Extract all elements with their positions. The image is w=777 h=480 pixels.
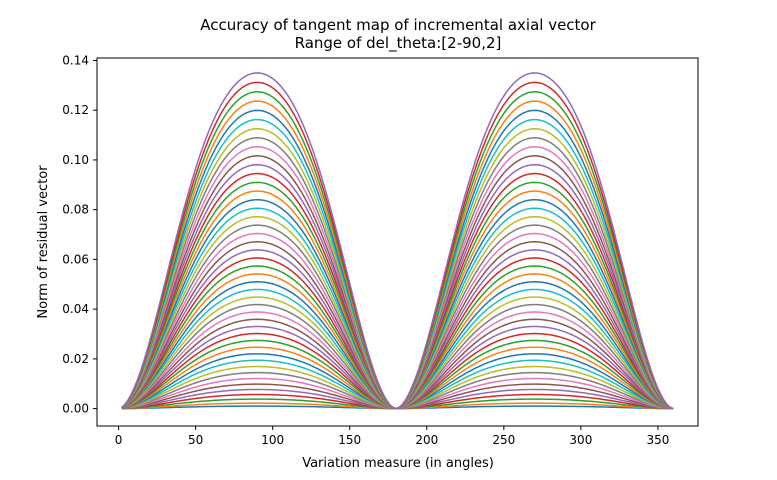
y-tick-label: 0.12	[62, 103, 89, 117]
y-tick-label: 0.06	[62, 252, 89, 266]
series-line	[121, 198, 674, 410]
chart-title: Accuracy of tangent map of incremental a…	[200, 16, 596, 34]
y-axis: 0.00 0.02 0.04 0.06 0.08 0.10 0.12 0.14	[62, 53, 97, 416]
y-tick-label: 0.04	[62, 302, 89, 316]
x-tick-label: 200	[415, 433, 438, 447]
y-tick-label: 0.02	[62, 352, 89, 366]
y-tick-label: 0.08	[62, 203, 89, 217]
series-line	[121, 371, 674, 410]
chart-subtitle: Range of del_theta:[2-90,2]	[295, 34, 502, 53]
y-axis-label: Norm of residual vector	[36, 165, 51, 319]
plot-frame	[96, 57, 699, 427]
x-tick-label: 50	[188, 433, 203, 447]
x-axis-label: Variation measure (in angles)	[302, 456, 494, 471]
x-tick-label: 150	[338, 433, 361, 447]
x-tick-label: 250	[492, 433, 515, 447]
x-tick-label: 350	[646, 433, 669, 447]
series-line	[121, 388, 674, 410]
y-tick-label: 0.00	[62, 402, 89, 416]
series-line	[121, 365, 674, 410]
series-line	[121, 72, 674, 410]
y-tick-label: 0.10	[62, 153, 89, 167]
series-line	[121, 109, 674, 410]
plot-series	[121, 72, 674, 410]
x-tick-label: 300	[569, 433, 592, 447]
x-tick-label: 0	[115, 433, 123, 447]
y-tick-label: 0.14	[62, 53, 89, 67]
series-line	[121, 325, 674, 410]
x-tick-label: 100	[261, 433, 284, 447]
x-axis: 0 50 100 150 200 250 300 350	[115, 426, 669, 447]
